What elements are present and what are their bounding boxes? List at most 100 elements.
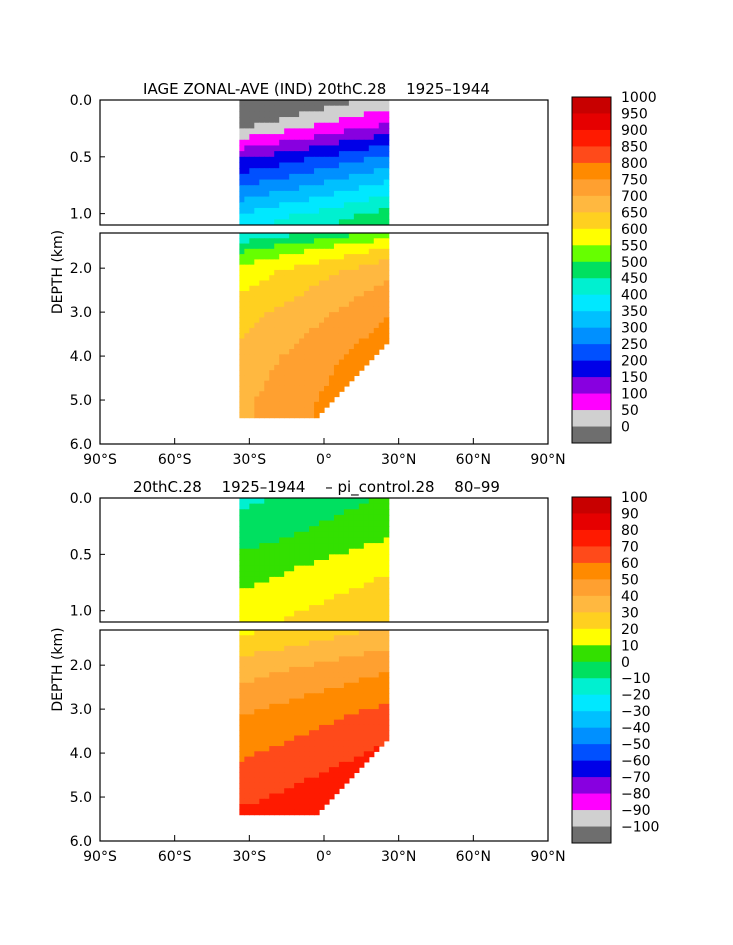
field-cell: [299, 190, 305, 198]
field-cell: [289, 746, 295, 752]
field-cell: [383, 179, 390, 186]
field-cell: [368, 537, 375, 544]
field-cell: [348, 349, 355, 355]
field-cell: [333, 301, 340, 308]
field-cell: [279, 306, 285, 313]
field-cell: [328, 782, 335, 789]
field-cell: [383, 291, 390, 297]
field-cell: [324, 661, 330, 668]
field-cell: [348, 576, 355, 584]
field-cell: [348, 548, 355, 555]
field-cell: [333, 761, 340, 768]
field-cell: [338, 582, 345, 589]
field-cell: [239, 809, 245, 816]
field-cell: [338, 248, 345, 255]
field-cell: [274, 343, 280, 350]
field-cell: [259, 661, 265, 668]
field-cell: [279, 190, 285, 198]
field-cell: [348, 772, 355, 779]
field-cell: [259, 162, 265, 169]
field-cell: [368, 509, 375, 516]
field-cell: [333, 698, 340, 705]
field-cell: [343, 503, 350, 510]
field-cell: [254, 396, 260, 403]
field-cell: [299, 724, 305, 731]
field-cell: [259, 412, 265, 419]
field-cell: [309, 560, 315, 567]
field-cell: [324, 635, 330, 642]
field-cell: [328, 503, 335, 510]
field-cell: [284, 772, 290, 779]
field-cell: [324, 719, 330, 726]
field-cell: [333, 503, 340, 510]
field-cell: [289, 593, 295, 601]
field-cell: [319, 498, 325, 505]
field-cell: [294, 291, 300, 297]
field-cell: [254, 359, 260, 366]
field-cell: [259, 714, 265, 721]
field-cell: [304, 537, 310, 544]
field-cell: [333, 714, 340, 721]
field-cell: [279, 548, 285, 555]
field-cell: [309, 111, 315, 118]
field-cell: [299, 333, 305, 340]
field-cell: [319, 746, 325, 752]
field-cell: [279, 338, 285, 345]
field-cell: [368, 275, 375, 282]
field-cell: [309, 391, 315, 398]
field-cell: [269, 514, 275, 522]
field-cell: [264, 640, 270, 647]
field-cell: [353, 698, 360, 705]
field-cell: [348, 162, 355, 169]
field-cell: [239, 301, 245, 308]
field-cell: [358, 343, 365, 350]
field-cell: [373, 145, 380, 152]
field-cell: [249, 599, 255, 606]
field-cell: [244, 156, 250, 164]
field-cell: [378, 605, 385, 612]
field-cell: [333, 259, 340, 266]
field-cell: [358, 162, 365, 169]
field-cell: [244, 168, 250, 175]
field-cell: [294, 503, 300, 510]
field-cell: [269, 380, 275, 387]
field-cell: [368, 238, 375, 245]
field-cell: [353, 560, 360, 567]
field-cell: [294, 724, 300, 731]
field-cell: [324, 243, 330, 250]
field-cell: [338, 190, 345, 198]
field-cell: [383, 338, 390, 345]
field-cell: [244, 370, 250, 377]
field-cell: [279, 275, 285, 282]
field-cell: [284, 259, 290, 266]
field-cell: [348, 301, 355, 308]
field-cell: [324, 233, 330, 239]
field-cell: [324, 190, 330, 198]
field-cell: [254, 380, 260, 387]
field-cell: [269, 219, 275, 225]
field-cell: [353, 100, 360, 107]
field-cell: [328, 179, 335, 186]
field-cell: [358, 354, 365, 361]
field-cell: [373, 599, 380, 606]
field-cell: [368, 677, 375, 684]
field-cell: [363, 280, 370, 287]
colorbar-swatch: [572, 694, 611, 712]
field-cell: [368, 656, 375, 663]
field-cell: [333, 548, 340, 555]
field-cell: [254, 185, 260, 192]
field-cell: [328, 565, 335, 572]
field-cell: [289, 719, 295, 726]
field-cell: [254, 751, 260, 758]
field-cell: [314, 698, 320, 705]
field-cell: [264, 772, 270, 779]
field-cell: [249, 196, 255, 203]
field-cell: [368, 233, 375, 239]
field-cell: [299, 173, 305, 181]
field-cell: [269, 509, 275, 516]
field-cell: [338, 560, 345, 567]
field-cell: [309, 243, 315, 250]
x-tick-label: 30°S: [232, 452, 266, 468]
field-cell: [353, 322, 360, 329]
field-cell: [259, 359, 265, 366]
